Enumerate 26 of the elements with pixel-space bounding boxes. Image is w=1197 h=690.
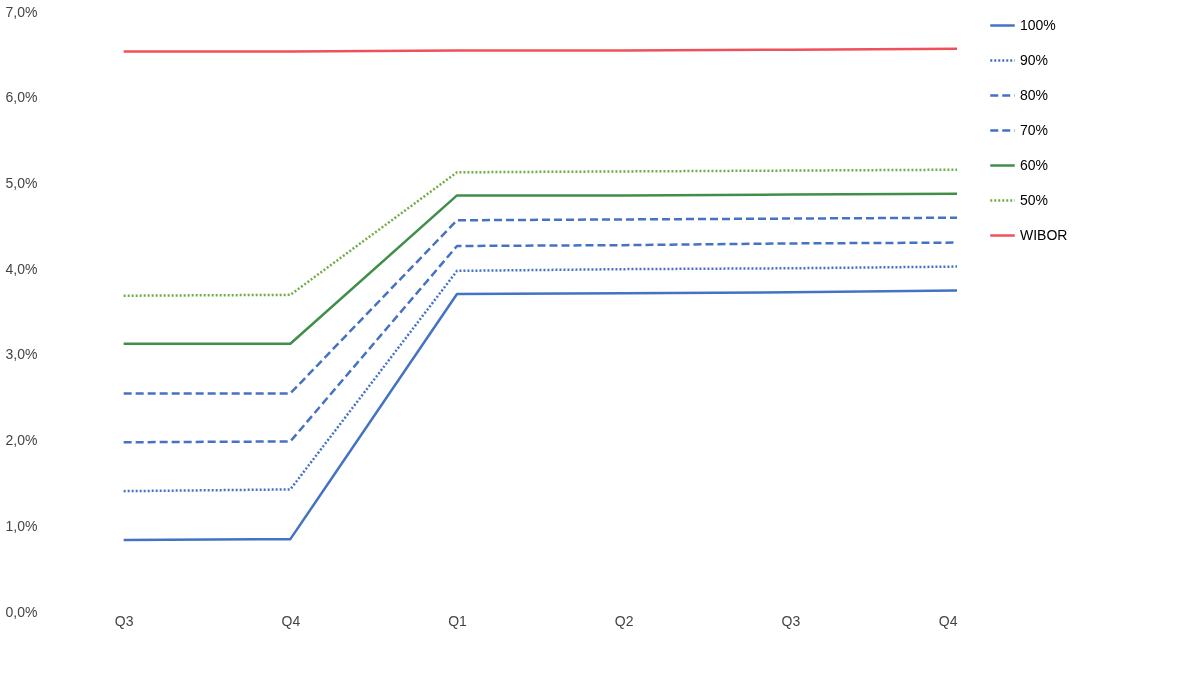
line-series — [122, 265, 959, 493]
x-tick-label: Q2 — [614, 612, 634, 629]
legend-label: WIBOR — [1020, 226, 1068, 243]
x-tick-label: Q4 — [938, 612, 958, 629]
legend-label: 90% — [1020, 51, 1049, 68]
line-series — [122, 216, 959, 395]
line-series — [122, 192, 959, 345]
y-tick-label: 5,0% — [5, 174, 38, 191]
y-tick-label: 6,0% — [5, 89, 38, 106]
y-tick-label: 0,0% — [5, 603, 38, 620]
legend-label: 80% — [1020, 86, 1049, 103]
legend-label: 70% — [1020, 121, 1049, 138]
x-tick-label: Q3 — [781, 612, 801, 629]
y-tick-label: 3,0% — [5, 346, 38, 363]
legend-label: 60% — [1020, 156, 1049, 173]
line-series — [122, 168, 959, 297]
x-tick-label: Q1 — [448, 612, 468, 629]
line-series — [122, 289, 959, 542]
legend-label: 100% — [1020, 16, 1056, 33]
y-tick-label: 2,0% — [5, 432, 38, 449]
x-tick-label: Q4 — [281, 612, 301, 629]
x-tick-label: Q3 — [114, 612, 134, 629]
y-tick-label: 1,0% — [5, 517, 38, 534]
y-tick-label: 7,0% — [5, 3, 38, 20]
y-tick-label: 4,0% — [5, 260, 38, 277]
legend-label: 50% — [1020, 191, 1049, 208]
